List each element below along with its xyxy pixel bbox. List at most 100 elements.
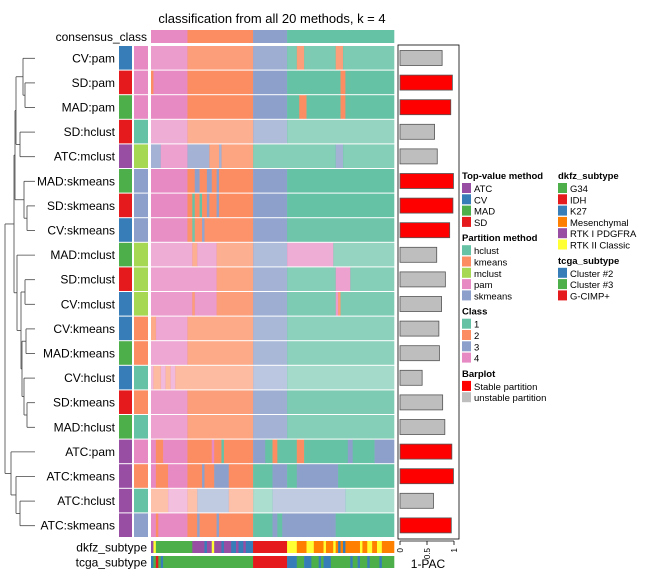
class-cell: [223, 439, 254, 464]
class-cell: [253, 119, 288, 144]
legend-swatch: [462, 194, 471, 205]
legend-swatch: [558, 290, 567, 301]
class-cell: [206, 169, 213, 193]
class-cell: [194, 292, 217, 316]
legend-swatch: [462, 290, 471, 301]
top-value-method-cell: [119, 316, 132, 341]
class-cell: [253, 365, 288, 390]
legend-swatch: [558, 205, 567, 216]
class-cell: [187, 513, 198, 537]
class-cell: [342, 144, 395, 168]
partition-method-cell: [134, 292, 148, 316]
legend-item-label: Stable partition: [474, 382, 537, 393]
barplot-tick-label: 0.5: [423, 547, 432, 559]
class-cell: [151, 341, 188, 365]
annotation-cell: [204, 541, 208, 553]
class-cell: [253, 218, 288, 242]
annotation-cell: [236, 541, 239, 553]
class-cell: [253, 415, 288, 439]
class-cell: [187, 316, 254, 341]
class-cell: [151, 193, 188, 218]
class-cell: [165, 365, 171, 390]
legend-item-label: mclust: [474, 269, 502, 280]
class-cell: [287, 341, 395, 365]
legend-swatch: [462, 352, 471, 363]
legend-swatch: [558, 183, 567, 193]
annotation-cell: [335, 541, 339, 553]
annotation-cell: [304, 556, 312, 568]
row-label: ATC:pam: [65, 445, 115, 459]
legend-item-label: SD: [474, 218, 487, 229]
top-value-method-cell: [119, 267, 132, 291]
class-cell: [151, 169, 188, 193]
partition-method-cell: [134, 488, 148, 513]
class-cell: [160, 144, 188, 168]
legend-item-label: 4: [474, 354, 479, 365]
class-cell: [335, 144, 344, 168]
class-cell: [287, 46, 298, 70]
row-label: SD:hclust: [64, 125, 116, 139]
legend-swatch: [462, 279, 471, 290]
class-cell: [199, 513, 217, 537]
pac-bar: [399, 99, 452, 116]
class-cell: [202, 193, 208, 218]
class-cell: [219, 513, 254, 537]
class-cell: [192, 218, 196, 242]
annotation-cell: [345, 541, 361, 553]
class-cell: [175, 365, 254, 390]
class-cell: [272, 488, 346, 513]
class-cell: [206, 193, 210, 218]
class-cell: [151, 390, 188, 414]
legend-item-label: Mesenchymal: [570, 218, 629, 229]
legend-item-label: IDH: [570, 195, 587, 206]
class-cell: [333, 242, 395, 267]
class-cell: [253, 464, 273, 488]
class-cell: [304, 46, 336, 70]
top-value-method-cell: [119, 169, 132, 193]
class-cell: [296, 439, 305, 464]
row-label: CV:hclust: [64, 371, 116, 385]
class-cell: [151, 488, 169, 513]
legend-swatch: [462, 392, 471, 403]
legend-item-label: G34: [570, 184, 588, 195]
annotation-cell: [357, 556, 361, 568]
class-cell: [345, 488, 395, 513]
class-cell: [287, 193, 395, 218]
annotation-cell: [151, 556, 154, 568]
class-cell: [253, 488, 273, 513]
class-cell: [287, 390, 395, 414]
top-value-method-cell: [119, 292, 132, 316]
legend-swatch: [558, 228, 567, 239]
partition-method-cell: [134, 46, 148, 70]
annotation-cell: [253, 541, 288, 553]
class-cell: [170, 365, 176, 390]
class-cell: [345, 70, 395, 95]
class-cell: [335, 267, 351, 291]
class-cell: [219, 193, 254, 218]
barplot-tick-label: 1: [450, 547, 459, 552]
class-cell: [287, 316, 395, 341]
class-cell: [253, 95, 288, 119]
annotation-cell: [362, 541, 368, 553]
row-label: MAD:skmeans: [37, 174, 115, 188]
partition-method-cell: [134, 218, 148, 242]
annotation-cell: [155, 556, 159, 568]
top-value-method-cell: [119, 95, 132, 119]
class-cell: [253, 242, 288, 267]
annotation-cell: [253, 556, 288, 568]
legend-swatch: [558, 279, 567, 290]
class-cell: [158, 513, 188, 537]
pac-bar: [399, 148, 438, 165]
class-cell: [374, 439, 395, 464]
class-cell: [219, 144, 222, 168]
annotation-cell: [376, 541, 383, 553]
class-cell: [253, 70, 288, 95]
row-label: ATC:kmeans: [47, 470, 115, 484]
class-cell: [151, 46, 188, 70]
legend-title: dkfz_subtype: [558, 171, 619, 182]
annotation-cell: [342, 541, 346, 553]
pac-bar: [399, 271, 446, 288]
class-cell: [151, 70, 154, 95]
class-cell: [209, 144, 220, 168]
